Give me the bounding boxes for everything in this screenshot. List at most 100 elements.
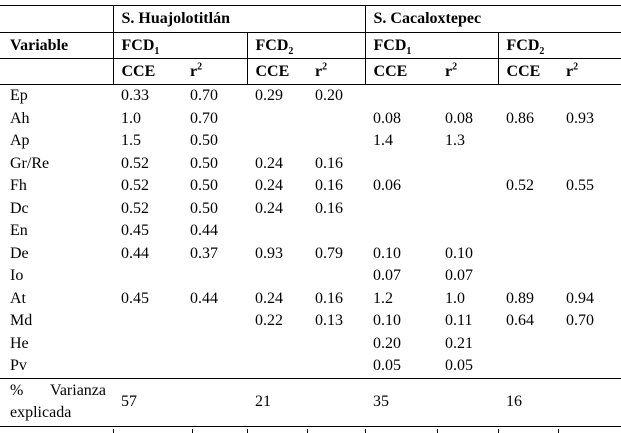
variance-value: 16 (498, 378, 559, 427)
table-row: En 0.45 0.44 (0, 220, 621, 243)
value-cell (247, 265, 307, 288)
r-label: r (566, 62, 574, 80)
variance-value (558, 378, 621, 427)
value-cell: 0.93 (255, 244, 283, 262)
variable-label: Fh (10, 177, 27, 195)
variance-value: 21 (247, 378, 307, 427)
variable-header: Variable (0, 32, 113, 59)
site2-fcd1-header: FCD1 (364, 32, 499, 59)
r-superscript: 2 (452, 61, 458, 73)
value-cell: 0.11 (445, 312, 473, 330)
value-cell: 0.06 (373, 177, 402, 195)
value-cell (247, 108, 307, 131)
value-cell: 0.70 (566, 312, 595, 330)
value-cell: 0.08 (373, 109, 402, 127)
value-cell: 0.52 (506, 177, 535, 195)
value-cell: 0.16 (315, 289, 343, 307)
value-cell: 0.16 (315, 177, 343, 195)
value-cell (437, 85, 498, 108)
r-superscript: 2 (197, 61, 203, 73)
value-cell: 0.93 (566, 109, 595, 127)
value-cell (113, 355, 182, 379)
column-border-stub (558, 429, 559, 433)
variance-label-line2: explicada (10, 404, 72, 421)
value-cell: 0.16 (315, 199, 343, 217)
value-cell (307, 265, 365, 288)
value-cell: 0.10 (373, 244, 402, 262)
table-header: S. Huajolotitlán S. Cacaloxtepec Variabl… (0, 5, 621, 85)
site1-fcd1-header: FCD1 (112, 32, 247, 59)
value-cell (365, 153, 437, 176)
r-label: r (445, 62, 453, 80)
value-cell (498, 220, 558, 243)
value-cell: 0.24 (255, 177, 283, 195)
value-cell: 0.94 (566, 289, 595, 307)
variable-label: At (10, 289, 26, 307)
value-cell: 1.5 (121, 132, 141, 150)
fcd-label: FCD (255, 36, 289, 54)
value-cell: 1.0 (445, 289, 466, 307)
value-cell (307, 108, 365, 131)
value-cell: 0.20 (373, 334, 402, 352)
variance-value (437, 378, 499, 427)
table-row: Ah 1.0 0.70 0.08 0.08 0.86 0.93 (0, 108, 621, 131)
value-cell (437, 153, 498, 176)
empty-cell (0, 5, 113, 33)
value-cell: 0.52 (121, 177, 149, 195)
value-cell: 0.10 (445, 244, 474, 262)
r2-header: r2 (437, 58, 499, 85)
cce-header: CCE (246, 58, 307, 85)
value-cell (437, 198, 498, 221)
table-wrapper: S. Huajolotitlán S. Cacaloxtepec Variabl… (0, 5, 621, 433)
column-border-stub (498, 429, 499, 433)
variance-value: 35 (365, 378, 438, 427)
variance-value (307, 378, 366, 427)
value-cell: 0.37 (190, 244, 218, 262)
value-cell: 0.24 (255, 199, 283, 217)
value-cell (247, 333, 307, 356)
column-border-stub (307, 429, 308, 433)
value-cell (113, 333, 182, 356)
value-cell (558, 355, 621, 379)
value-cell (558, 198, 621, 221)
value-cell (558, 243, 621, 266)
header-row-sites: S. Huajolotitlán S. Cacaloxtepec (0, 5, 621, 33)
variance-row: % Varianza explicada 57 21 35 16 (0, 378, 621, 427)
r2-header: r2 (182, 58, 247, 85)
value-cell: 0.13 (315, 312, 343, 330)
table-row: Pv 0.05 0.05 (0, 355, 621, 379)
variance-label-line1: % Varianza (10, 380, 106, 402)
variable-label: En (10, 222, 28, 240)
empty-cell (0, 58, 113, 85)
variance-label: % Varianza explicada (0, 378, 113, 427)
value-cell: 1.2 (373, 289, 394, 307)
value-cell: 0.07 (445, 267, 474, 285)
variable-label: Ap (10, 132, 30, 150)
column-border-stub (247, 429, 248, 433)
table-body: Ep 0.33 0.70 0.29 0.20 Ah 1.0 0.70 0.08 0.08 0.86 0… (0, 85, 621, 379)
fcd-subscript: 1 (406, 45, 412, 57)
value-cell: 0.21 (445, 334, 474, 352)
value-cell: 1.0 (121, 109, 141, 127)
column-border-stub (437, 429, 438, 433)
value-cell: 0.86 (506, 109, 535, 127)
variable-label: Gr/Re (10, 154, 50, 172)
site2-header: S. Cacaloxtepec (364, 5, 621, 33)
table-row: Md 0.22 0.13 0.10 0.11 0.64 0.70 (0, 310, 621, 333)
value-cell: 0.24 (255, 289, 283, 307)
header-row-fcd: Variable FCD1 FCD2 FCD1 FCD2 (0, 32, 621, 59)
value-cell (307, 220, 365, 243)
table-row: Ep 0.33 0.70 0.29 0.20 (0, 85, 621, 108)
value-cell: 0.50 (190, 199, 218, 217)
value-cell: 0.44 (190, 222, 218, 240)
value-cell (247, 130, 307, 153)
site2-fcd2-header: FCD2 (497, 32, 621, 59)
r2-header: r2 (307, 58, 366, 85)
results-table: S. Huajolotitlán S. Cacaloxtepec Variabl… (0, 5, 621, 427)
value-cell: 0.10 (373, 312, 402, 330)
value-cell (365, 198, 437, 221)
value-cell: 0.16 (315, 154, 343, 172)
value-cell: 0.50 (190, 154, 218, 172)
value-cell (498, 355, 559, 379)
value-cell (307, 130, 365, 153)
